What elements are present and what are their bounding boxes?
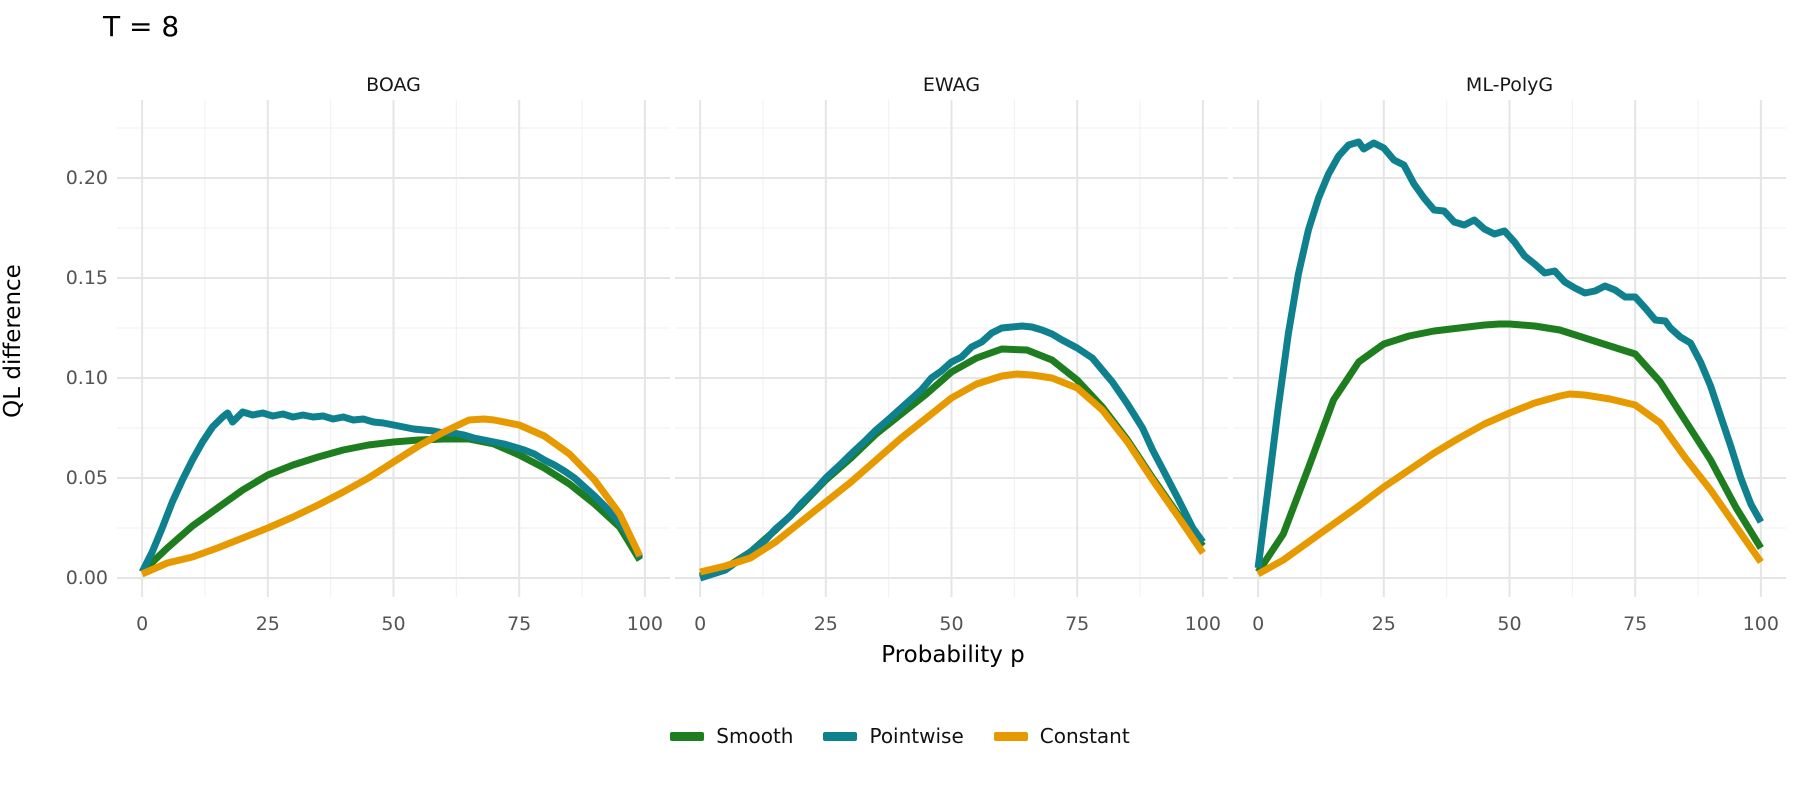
x-tick-label-ewag-75: 75 bbox=[1065, 613, 1090, 635]
x-tick-label-boag-75: 75 bbox=[507, 613, 532, 635]
legend-swatch-pointwise bbox=[823, 731, 858, 741]
x-tick-label-ewag-100: 100 bbox=[1184, 613, 1221, 635]
x-tick-label-ml-polyg-25: 25 bbox=[1371, 613, 1396, 635]
legend-item-pointwise: Pointwise bbox=[823, 724, 964, 748]
curve-pointwise-ml-polyg bbox=[1254, 138, 1764, 569]
curve-smooth-ml-polyg bbox=[1255, 320, 1764, 574]
legend-item-smooth: Smooth bbox=[670, 724, 793, 748]
curve-constant-boag bbox=[140, 415, 643, 578]
x-tick-label-ml-polyg-100: 100 bbox=[1742, 613, 1779, 635]
legend-label-smooth: Smooth bbox=[716, 724, 794, 748]
x-tick-label-boag-50: 50 bbox=[381, 613, 406, 635]
x-tick-label-ewag-0: 0 bbox=[694, 613, 707, 635]
curve-smooth-boag bbox=[139, 435, 643, 575]
facet-plot-area-ewag bbox=[675, 100, 1228, 597]
x-tick-label-boag-100: 100 bbox=[626, 613, 663, 635]
x-tick-label-ewag-50: 50 bbox=[939, 613, 964, 635]
curve-constant-ml-polyg bbox=[1256, 390, 1764, 578]
y-tick-label-0.15: 0.15 bbox=[65, 267, 108, 289]
x-tick-label-ml-polyg-0: 0 bbox=[1252, 613, 1265, 635]
y-axis-title: QL difference bbox=[0, 264, 26, 418]
facet-plot-area-ml-polyg bbox=[1233, 100, 1786, 597]
facet-panel-ml-polyg bbox=[1233, 100, 1786, 597]
legend-label-constant: Constant bbox=[1039, 724, 1130, 748]
legend: Smooth Pointwise Constant bbox=[0, 724, 1800, 748]
y-tick-label-0.20: 0.20 bbox=[65, 167, 108, 189]
facet-plot-area-boag bbox=[117, 100, 670, 597]
legend-label-pointwise: Pointwise bbox=[869, 724, 964, 748]
y-tick-label-0.00: 0.00 bbox=[65, 567, 108, 589]
x-axis-title: Probability p bbox=[881, 642, 1025, 668]
curve-pointwise-ewag bbox=[699, 322, 1206, 582]
legend-item-constant: Constant bbox=[993, 724, 1130, 748]
facet-strip-ewag: EWAG bbox=[922, 74, 981, 96]
plot-title: T = 8 bbox=[103, 10, 180, 43]
curve-pointwise-boag bbox=[138, 408, 644, 574]
legend-swatch-constant bbox=[993, 731, 1028, 741]
x-tick-label-ml-polyg-75: 75 bbox=[1623, 613, 1648, 635]
facet-panel-boag bbox=[117, 100, 670, 597]
x-tick-label-boag-25: 25 bbox=[255, 613, 280, 635]
legend-swatch-smooth bbox=[670, 731, 705, 741]
facet-strip-ml-polyg: ML-PolyG bbox=[1465, 74, 1554, 96]
y-tick-label-0.10: 0.10 bbox=[65, 367, 108, 389]
x-tick-label-ml-polyg-50: 50 bbox=[1497, 613, 1522, 635]
facet-strip-boag: BOAG bbox=[366, 74, 421, 96]
x-tick-label-boag-0: 0 bbox=[136, 613, 149, 635]
facet-panel-ewag bbox=[675, 100, 1228, 597]
curve-constant-ewag bbox=[699, 370, 1206, 576]
x-tick-label-ewag-25: 25 bbox=[813, 613, 838, 635]
y-tick-label-0.05: 0.05 bbox=[65, 467, 108, 489]
